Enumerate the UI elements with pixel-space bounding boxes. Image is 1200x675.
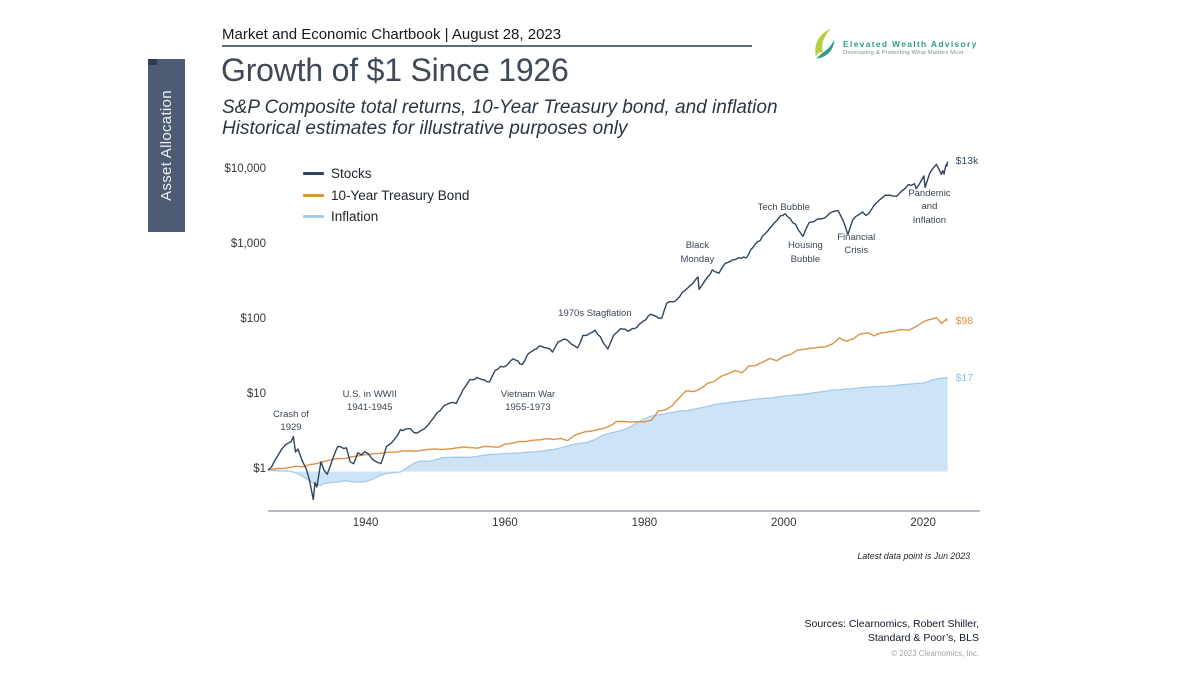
subtitle-line2: Historical estimates for illustrative pu…: [222, 118, 628, 139]
legend-item-treasury: 10-Year Treasury Bond: [303, 185, 469, 207]
x-axis-label: 1960: [492, 517, 518, 529]
treasury-line: [267, 317, 949, 471]
company-logo: Elevated Wealth Advisory Developing & Pr…: [810, 27, 978, 67]
legend-item-inflation: Inflation: [303, 206, 469, 228]
annotation-u-s-in-wwii: U.S. in WWII 1941-1945: [342, 388, 397, 414]
end-value-label: $98: [955, 314, 974, 327]
logo-tagline: Developing & Protecting What Matters Mos…: [843, 49, 964, 56]
annotation-vietnam-war: Vietnam War 1955-1973: [500, 388, 556, 414]
stocks-line-swatch: [303, 172, 324, 176]
y-axis-label: $100: [240, 313, 266, 325]
y-axis-label: $10: [246, 388, 266, 400]
stocks-line: [267, 161, 949, 501]
copyright: © 2023 Clearnomics, Inc.: [891, 649, 979, 658]
sources-line1: Sources: Clearnomics, Robert Shiller,: [804, 618, 980, 630]
chart-subtitle: S&P Composite total returns, 10-Year Tre…: [222, 97, 778, 139]
y-axis-label: $10,000: [224, 163, 266, 175]
annotation-black: Black Monday: [680, 240, 715, 265]
x-axis-label: 1940: [352, 517, 379, 529]
tab-asset-allocation[interactable]: Asset Allocation: [148, 59, 185, 232]
annotation-pandemic: Pandemic and Inflation: [908, 187, 951, 226]
sources-block: Sources: Clearnomics, Robert Shiller, St…: [805, 618, 980, 661]
annotation-crash-of: Crash of 1929: [273, 408, 309, 434]
tab-notch: [148, 59, 157, 65]
annotation-financial: Financial Crisis: [837, 231, 876, 257]
chartbook-title: Market and Economic Chartbook | August 2…: [222, 26, 562, 43]
x-axis-label: 2020: [910, 517, 936, 529]
annotation-1970s-stagflation: 1970s Stagflation: [558, 307, 632, 319]
annotation-housing: Housing Bubble: [787, 240, 823, 265]
inflation-area: [268, 377, 948, 486]
y-axis-label: $1,000: [230, 238, 266, 250]
leaf-logo-icon: [810, 27, 837, 67]
logo-name: Elevated Wealth Advisory: [843, 38, 978, 49]
page-title: Growth of $1 Since 1926: [221, 52, 569, 88]
end-value-label: $13k: [955, 155, 979, 168]
y-axis-label: $1: [253, 463, 266, 475]
inflation-line-swatch: [303, 215, 324, 219]
end-value-label: $17: [955, 371, 974, 384]
sources-line2: Standard & Poor’s, BLS: [867, 631, 979, 644]
x-axis-label: 1980: [631, 517, 658, 529]
x-axis-label: 2000: [770, 517, 797, 529]
latest-data-note: Latest data point is Jun 2023: [857, 551, 971, 561]
chart-legend: Stocks 10-Year Treasury Bond Inflation: [303, 163, 469, 228]
subtitle-line1: S&P Composite total returns, 10-Year Tre…: [222, 97, 778, 118]
annotation-tech-bubble: Tech Bubble: [757, 201, 810, 213]
inflation-line: [267, 377, 948, 487]
treasury-line-swatch: [303, 193, 324, 197]
legend-item-stocks: Stocks: [303, 163, 469, 185]
header-rule: [222, 45, 752, 47]
